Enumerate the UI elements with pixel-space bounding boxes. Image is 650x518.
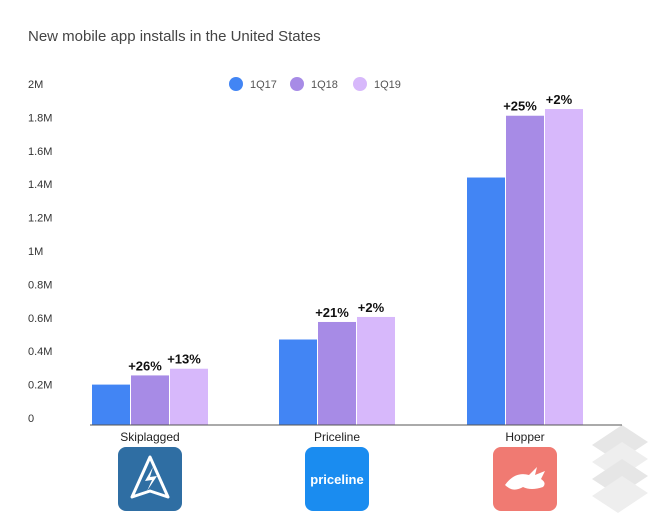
y-tick-label: 0.8M xyxy=(28,279,52,291)
growth-label: +26% xyxy=(128,358,162,373)
bar-hopper-1q17 xyxy=(467,177,505,425)
bar-skiplagged-1q19 xyxy=(170,368,208,425)
skiplagged-logo-icon xyxy=(118,447,182,511)
y-tick-label: 0.2M xyxy=(28,380,52,392)
bar-priceline-1q19 xyxy=(357,316,395,425)
bar-priceline-1q18 xyxy=(318,321,356,425)
chart-title: New mobile app installs in the United St… xyxy=(28,28,321,45)
y-tick-label: 1.4M xyxy=(28,179,52,191)
legend-label: 1Q18 xyxy=(311,79,338,91)
growth-label: +2% xyxy=(546,92,573,107)
growth-label: +21% xyxy=(315,305,349,320)
watermark-logo-icon xyxy=(592,425,648,513)
y-tick-label: 1.8M xyxy=(28,112,52,124)
legend-swatch xyxy=(229,77,243,91)
y-tick-label: 0.4M xyxy=(28,346,52,358)
bar-skiplagged-1q17 xyxy=(92,384,130,425)
y-tick-label: 1M xyxy=(28,246,43,258)
x-category-label: Skiplagged xyxy=(120,430,179,444)
growth-label: +2% xyxy=(358,300,385,315)
legend-item-1q17: 1Q17 xyxy=(229,77,277,91)
legend-label: 1Q17 xyxy=(250,79,277,91)
priceline-logo-text: priceline xyxy=(310,472,363,487)
y-tick-label: 1.6M xyxy=(28,146,52,158)
bar-priceline-1q17 xyxy=(279,339,317,425)
x-category-label: Hopper xyxy=(505,430,544,444)
legend-swatch xyxy=(353,77,367,91)
y-tick-label: 2M xyxy=(28,79,43,91)
bar-skiplagged-1q18 xyxy=(131,375,169,425)
bar-hopper-1q18 xyxy=(506,115,544,425)
priceline-logo-icon: priceline xyxy=(305,447,369,511)
legend-item-1q19: 1Q19 xyxy=(353,77,401,91)
growth-label: +13% xyxy=(167,352,201,367)
y-tick-label: 0 xyxy=(28,413,34,425)
legend-label: 1Q19 xyxy=(374,79,401,91)
legend-item-1q18: 1Q18 xyxy=(290,77,338,91)
legend-swatch xyxy=(290,77,304,91)
y-tick-label: 0.6M xyxy=(28,313,52,325)
hopper-rabbit-logo-icon xyxy=(493,447,557,511)
growth-label: +25% xyxy=(503,99,537,114)
y-tick-label: 1.2M xyxy=(28,213,52,225)
x-category-label: Priceline xyxy=(314,430,360,444)
bar-hopper-1q19 xyxy=(545,109,583,426)
